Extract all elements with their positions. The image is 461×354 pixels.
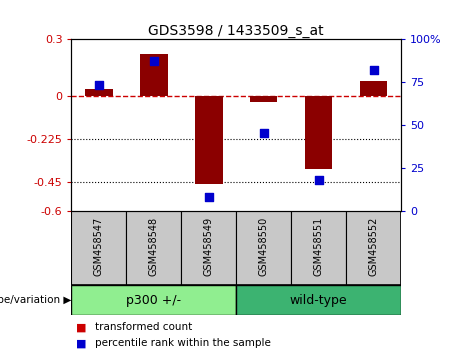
Text: wild-type: wild-type (290, 293, 348, 307)
Bar (126, 211, 181, 285)
Bar (305, 96, 332, 169)
Bar (195, 96, 223, 184)
Bar (291, 211, 346, 285)
Text: GSM458549: GSM458549 (204, 217, 214, 276)
Point (315, 177, 322, 183)
Point (370, 67, 377, 73)
Bar (85, 88, 112, 96)
Point (260, 131, 267, 136)
Text: ■: ■ (76, 338, 87, 348)
Text: percentile rank within the sample: percentile rank within the sample (95, 338, 271, 348)
Bar (140, 54, 168, 96)
Bar (71, 211, 126, 285)
Text: GSM458550: GSM458550 (259, 217, 269, 276)
Bar (236, 285, 401, 315)
Bar (236, 211, 291, 285)
Bar (250, 96, 278, 102)
Title: GDS3598 / 1433509_s_at: GDS3598 / 1433509_s_at (148, 24, 324, 38)
Bar (71, 285, 236, 315)
Text: GSM458552: GSM458552 (369, 217, 378, 276)
Text: GSM458547: GSM458547 (94, 217, 104, 276)
Point (150, 58, 158, 64)
Bar (346, 211, 401, 285)
Bar (181, 211, 236, 285)
Bar (360, 81, 387, 96)
Text: GSM458551: GSM458551 (313, 217, 324, 276)
Text: GSM458548: GSM458548 (149, 217, 159, 276)
Point (205, 194, 213, 200)
Text: transformed count: transformed count (95, 322, 192, 332)
Text: p300 +/-: p300 +/- (126, 293, 182, 307)
Text: ■: ■ (76, 322, 87, 332)
Text: genotype/variation ▶: genotype/variation ▶ (0, 295, 71, 305)
Point (95, 82, 103, 88)
